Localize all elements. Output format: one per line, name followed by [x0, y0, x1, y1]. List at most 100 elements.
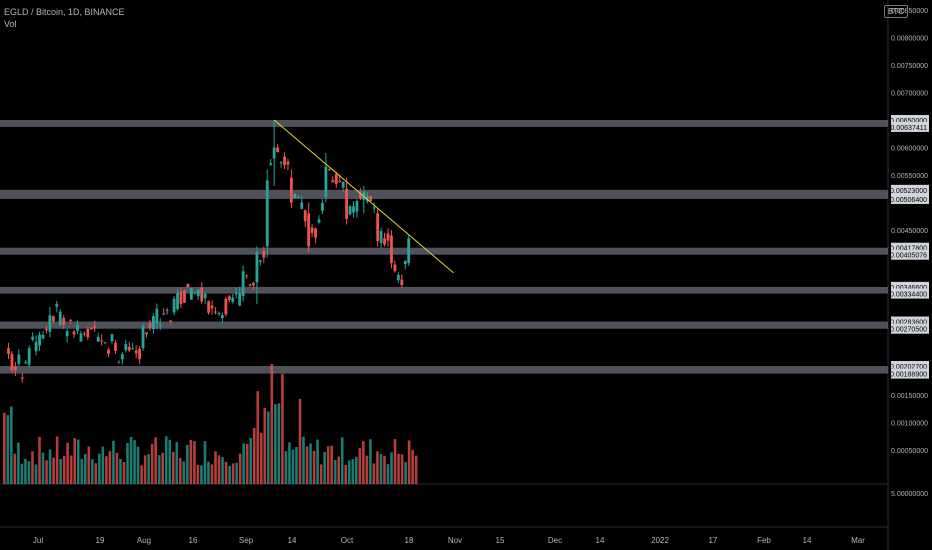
candle-body [65, 331, 69, 337]
candle-body [124, 344, 128, 351]
candle-body [96, 336, 100, 342]
price-zone [0, 247, 888, 255]
volume-bar [302, 436, 305, 484]
volume-bar [80, 458, 84, 484]
volume-bar [295, 446, 298, 484]
candle-body [110, 334, 114, 342]
volume-bar [228, 465, 231, 484]
volume-bar [24, 458, 27, 484]
volume-bar [362, 441, 365, 484]
candle-body [255, 252, 259, 283]
volume-bar [69, 455, 73, 484]
candle-body [155, 308, 159, 324]
volume-bar [347, 460, 351, 484]
candle-body [272, 147, 276, 159]
candle-body [393, 264, 397, 272]
candle-body [324, 166, 328, 197]
price-level-badge [891, 242, 929, 253]
time-tick-label: Aug [137, 536, 151, 545]
candle-body [27, 348, 31, 365]
volume-bar [13, 453, 17, 484]
symbol-title[interactable]: EGLD / Bitcoin, 1D, BINANCE [4, 7, 125, 17]
time-tick-label: 18 [405, 536, 414, 545]
volume-bar [3, 412, 6, 484]
price-axis[interactable]: 0.00850000 0.00800000 0.00750000 0.00700000… [890, 8, 929, 498]
candle-body [134, 350, 138, 354]
volume-indicator-label[interactable]: Vol [4, 19, 17, 29]
candle-body [327, 169, 331, 171]
candle-body [100, 340, 104, 342]
price-level-label: 0.00202700 [890, 364, 927, 371]
time-tick-label: 14 [288, 536, 297, 545]
volume-bar [189, 439, 193, 484]
volume-bar [10, 406, 13, 484]
time-tick-label: 17 [709, 536, 718, 545]
volume-bar [17, 442, 20, 484]
volume-bar [274, 404, 277, 484]
price-zone [0, 286, 888, 294]
candle-body [359, 194, 362, 199]
volume-bar [175, 442, 179, 484]
volume-bar [203, 441, 207, 484]
volume-bar [263, 407, 267, 484]
price-level-badge [891, 368, 929, 379]
volume-bar [119, 458, 122, 484]
candle-body [48, 315, 52, 332]
volume-bar [87, 446, 91, 484]
candle-body [224, 298, 228, 315]
volume-bar [252, 427, 256, 484]
volume-bar [281, 374, 284, 484]
candle-body [376, 213, 380, 241]
price-tick-label: 0.00600000 [891, 146, 928, 153]
volume-bar [94, 463, 98, 484]
price-tick-label: 0.00450000 [891, 228, 928, 235]
volume-bar [186, 445, 189, 484]
volume-bar [140, 465, 143, 484]
candle-body [234, 292, 238, 295]
candle-body [248, 284, 252, 286]
price-level-badge [891, 323, 929, 334]
volume-bar [150, 443, 154, 484]
volume-bar [312, 450, 316, 484]
candle-body [203, 294, 207, 299]
candle-body [338, 180, 342, 183]
price-zone [0, 366, 888, 374]
candle-body [400, 279, 404, 285]
price-tick-label: 0.00550000 [891, 173, 928, 180]
volume-bar [231, 463, 235, 484]
volume-bar [143, 455, 147, 484]
volume-bar [319, 464, 323, 484]
volume-bar [340, 437, 344, 484]
price-tick-label: 0.00750000 [891, 63, 928, 70]
candle-body [41, 334, 45, 339]
volume-bar [224, 461, 228, 484]
time-tick-label: 16 [189, 536, 198, 545]
volume-bar [112, 440, 115, 484]
candle-body [76, 324, 79, 331]
volume-bar [288, 442, 291, 484]
time-axis[interactable]: Jul 19 Aug 16 Sep 14 Oct 18 Nov 15 Dec 14 2022 17 Feb 1… [33, 536, 865, 545]
candle-body [390, 235, 393, 263]
price-level-badge [891, 316, 929, 327]
candle-body [245, 275, 248, 277]
volume-bar [411, 449, 414, 484]
candle-body [169, 320, 173, 322]
price-level-label: 0.00270500 [890, 327, 927, 334]
candle-body [307, 213, 311, 247]
candle-body [317, 219, 321, 223]
volume-bar [179, 458, 182, 484]
candle-body [352, 206, 355, 213]
candle-body [120, 354, 124, 360]
candle-body [265, 180, 269, 247]
candle-body [262, 250, 266, 258]
candle-body [369, 196, 373, 201]
volume-bar [6, 415, 10, 484]
support-resistance-zones [0, 120, 888, 374]
volume-bar [76, 439, 80, 484]
candle-body [172, 298, 176, 313]
candle-body [114, 342, 117, 351]
volume-bar [59, 459, 62, 484]
currency-badge[interactable]: BTC [884, 5, 908, 18]
time-tick-label: 15 [496, 536, 505, 545]
